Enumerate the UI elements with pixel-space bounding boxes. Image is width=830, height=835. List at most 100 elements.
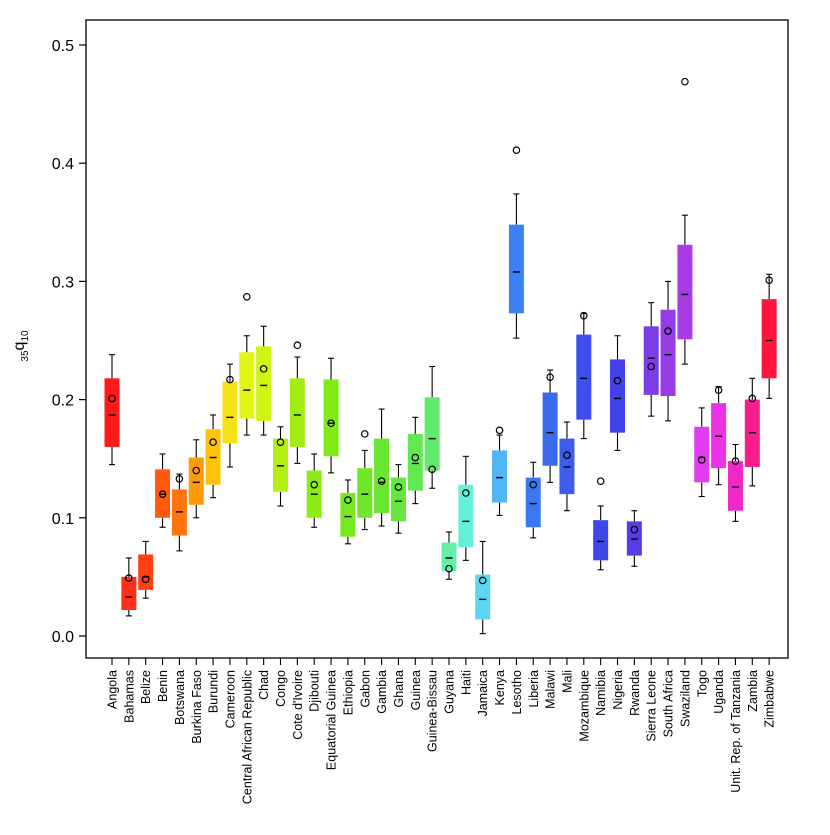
box-iqr bbox=[761, 299, 777, 379]
box-group bbox=[273, 426, 288, 507]
x-tick-label: Rwanda bbox=[628, 670, 642, 716]
box-iqr bbox=[458, 484, 474, 548]
box-iqr bbox=[424, 397, 440, 471]
box-iqr bbox=[188, 457, 204, 505]
box-iqr bbox=[323, 379, 339, 457]
box-iqr bbox=[407, 433, 423, 491]
box-group bbox=[138, 540, 154, 599]
point-estimate bbox=[209, 438, 217, 446]
y-label-main: q bbox=[11, 342, 28, 351]
x-tick-label: Benin bbox=[156, 670, 170, 702]
point-estimate bbox=[529, 480, 538, 489]
y-tick-label: 0.3 bbox=[52, 274, 74, 291]
point-estimate bbox=[344, 496, 352, 504]
point-estimate bbox=[259, 365, 268, 373]
box-iqr bbox=[138, 554, 154, 590]
box-iqr bbox=[340, 492, 356, 537]
box-group bbox=[711, 386, 727, 486]
x-tick-label: Angola bbox=[106, 670, 120, 709]
box-iqr bbox=[660, 309, 676, 397]
y-axis-label: 35q10 bbox=[11, 330, 31, 362]
box-iqr bbox=[492, 450, 508, 503]
box-group bbox=[357, 430, 373, 531]
box-group bbox=[188, 439, 204, 519]
x-tick-label: Botswana bbox=[173, 670, 187, 725]
point-estimate bbox=[327, 419, 335, 428]
point-estimate bbox=[108, 394, 116, 403]
box-group bbox=[171, 473, 187, 552]
point-estimate bbox=[462, 489, 470, 497]
point-estimate bbox=[563, 451, 571, 459]
box-group bbox=[694, 407, 710, 498]
box-group bbox=[761, 273, 777, 399]
box-group bbox=[289, 341, 305, 464]
box-group bbox=[727, 443, 743, 522]
box-group bbox=[677, 77, 693, 365]
box-iqr bbox=[643, 326, 659, 395]
box-group bbox=[441, 531, 457, 580]
x-tick-label: Uganda bbox=[712, 670, 726, 714]
point-estimate bbox=[360, 430, 369, 438]
y-tick-label: 0.2 bbox=[52, 393, 74, 410]
box-group bbox=[458, 455, 474, 561]
x-tick-label: Swaziland bbox=[678, 670, 692, 727]
box-iqr bbox=[525, 477, 541, 528]
box-group bbox=[626, 510, 642, 567]
box-group bbox=[492, 426, 508, 516]
box-iqr bbox=[508, 224, 524, 314]
box-group bbox=[475, 540, 491, 635]
point-estimate bbox=[226, 375, 234, 384]
point-estimate bbox=[714, 386, 723, 394]
x-tick-label: Equatorial Guinea bbox=[325, 670, 339, 770]
box-iqr bbox=[576, 334, 592, 420]
x-tick-label: Namibia bbox=[594, 670, 608, 716]
box-iqr bbox=[239, 352, 255, 419]
point-estimate bbox=[293, 341, 302, 350]
point-estimate bbox=[731, 457, 740, 465]
box-iqr bbox=[357, 468, 373, 518]
x-tick-label: Liberia bbox=[527, 670, 541, 708]
box-iqr bbox=[390, 477, 406, 522]
x-tick-label: Zambia bbox=[746, 670, 760, 712]
x-tick-label: Guinea-Bissau bbox=[426, 670, 440, 752]
box-group bbox=[407, 416, 423, 505]
point-estimate bbox=[141, 575, 150, 584]
box-group bbox=[340, 479, 356, 545]
point-estimate bbox=[613, 376, 622, 385]
box-iqr bbox=[677, 244, 693, 340]
x-tick-label: Ghana bbox=[392, 670, 406, 708]
point-estimate bbox=[158, 490, 167, 498]
box-iqr bbox=[593, 520, 609, 561]
x-tick-label: Burundi bbox=[207, 670, 221, 713]
box-group bbox=[744, 377, 760, 487]
point-estimate bbox=[647, 362, 656, 371]
x-tick-label: Belize bbox=[139, 670, 153, 704]
x-tick-label: Djibouti bbox=[308, 670, 322, 712]
x-tick-label: Central African Republic bbox=[240, 670, 254, 804]
box-group bbox=[104, 354, 120, 466]
x-tick-label: Burkina Faso bbox=[190, 670, 204, 744]
y-label-prefix: 35 bbox=[20, 350, 31, 362]
box-iqr bbox=[727, 461, 743, 511]
box-group bbox=[660, 280, 676, 422]
box-group bbox=[643, 302, 659, 417]
box-iqr bbox=[475, 574, 491, 620]
point-estimate bbox=[445, 564, 453, 573]
point-estimate bbox=[125, 574, 133, 582]
x-tick-label: Togo bbox=[695, 670, 709, 697]
point-estimate bbox=[192, 466, 201, 475]
x-tick-label: Sierra Leone bbox=[645, 670, 659, 742]
x-axis: Angola Bahamas Belize Benin Botswana Burkina … bbox=[106, 658, 777, 804]
x-tick-label: Haiti bbox=[459, 670, 473, 695]
x-tick-label: Mozambique bbox=[577, 670, 591, 742]
x-tick-label: Chad bbox=[257, 670, 271, 700]
point-estimate bbox=[276, 438, 285, 446]
point-estimate bbox=[495, 426, 504, 435]
x-tick-label: Guinea bbox=[409, 670, 423, 710]
box-group bbox=[239, 292, 255, 436]
box-group bbox=[155, 453, 171, 528]
box-iqr bbox=[256, 346, 272, 421]
box-group bbox=[424, 365, 440, 489]
x-tick-label: Cameroon bbox=[223, 670, 237, 728]
